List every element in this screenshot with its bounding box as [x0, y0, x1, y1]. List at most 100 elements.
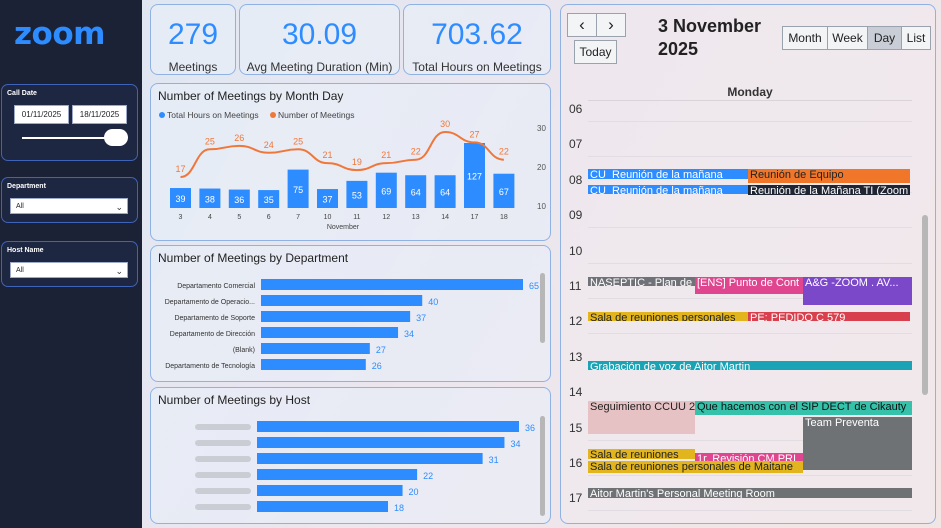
bar-hours[interactable]: [464, 143, 485, 208]
bar-hours[interactable]: [258, 190, 280, 208]
line-value-label: 22: [499, 147, 509, 157]
bar[interactable]: [261, 327, 399, 338]
date-range-handle[interactable]: [104, 129, 128, 146]
x-tick-label: 17: [471, 214, 479, 221]
x-tick-label: 14: [441, 214, 449, 221]
calendar-scrollbar[interactable]: [922, 215, 928, 395]
bar-hours[interactable]: [287, 169, 309, 208]
host-chart-panel[interactable]: Number of Meetings by Host 36 34 31 22 20 18: [150, 387, 551, 524]
calendar-event[interactable]: CU_Reunión de la mañana: [588, 185, 749, 194]
call-date-slicer: Call Date 01/11/2025 18/11/2025: [1, 84, 138, 161]
calendar-event[interactable]: Grabación de voz de Aitor Martin: [588, 361, 912, 370]
hour-label: 09: [569, 208, 583, 223]
department-label: Department: [7, 183, 46, 190]
line-value-label: 25: [205, 136, 215, 146]
view-list-button[interactable]: List: [901, 26, 931, 50]
x-tick-label: 7: [296, 214, 300, 221]
calendar-event[interactable]: Sala de reuniones personales: [588, 312, 749, 321]
hour-gridline: [588, 439, 912, 441]
bar-hours[interactable]: [375, 172, 397, 208]
bar-hours[interactable]: [434, 175, 456, 208]
line-value-label: 21: [322, 150, 332, 160]
calendar-event[interactable]: A&G -ZOOM . AV...: [803, 277, 912, 305]
bar-hours[interactable]: [405, 175, 427, 208]
calendar-event[interactable]: Sala de reuniones: [588, 449, 695, 459]
hour-gridline: [588, 227, 912, 229]
end-date-input[interactable]: 18/11/2025: [72, 105, 127, 124]
calendar-event[interactable]: PE: PEDIDO C 579: [748, 312, 910, 321]
bar[interactable]: [257, 453, 483, 464]
bar-value-label: 69: [381, 186, 391, 196]
calendar-event[interactable]: Reunión de la Mañana TI (Zoom: [748, 185, 910, 195]
calendar-event[interactable]: Reunión de Equipo: [748, 169, 910, 183]
calendar-event[interactable]: Aitor Martin's Personal Meeting Room: [588, 488, 912, 498]
x-tick-label: 18: [500, 214, 508, 221]
start-date-input[interactable]: 01/11/2025: [14, 105, 69, 124]
today-button[interactable]: Today: [574, 40, 617, 64]
call-date-label: Call Date: [7, 90, 37, 97]
bar[interactable]: [261, 359, 366, 370]
calendar-event[interactable]: Sala de reuniones personales de Maitane: [588, 461, 803, 473]
hour-label: 12: [569, 314, 583, 329]
department-dropdown[interactable]: All ⌄: [10, 198, 128, 214]
bar-value-label: 22: [423, 471, 433, 481]
bar[interactable]: [257, 469, 418, 480]
bar[interactable]: [261, 311, 411, 322]
view-week-button[interactable]: Week: [827, 26, 868, 50]
calendar-event[interactable]: Que hacemos con el SIP DECT de Cikauty: [695, 401, 912, 415]
view-day-button[interactable]: Day: [867, 26, 902, 50]
calendar-event[interactable]: Team Preventa: [803, 417, 912, 470]
legend-swatch-hours: [159, 112, 165, 118]
bar[interactable]: [257, 421, 519, 432]
category-label: Departamento de Operacio...: [165, 299, 255, 306]
kpi-total-hours[interactable]: 703.62 Total Hours on Meetings: [403, 4, 551, 75]
kpi-meetings[interactable]: 279 Meetings: [150, 4, 236, 75]
calendar-panel: ‹ › Today 3 November 2025 Month Week Day…: [560, 4, 936, 524]
calendar-event[interactable]: NASEPTIC - Plan de: [588, 277, 695, 286]
department-chart: 65 Departamento Comercial 40 Departamento d…: [165, 279, 539, 371]
host-scrollbar[interactable]: [540, 416, 545, 516]
department-chart-panel[interactable]: Number of Meetings by Department 65 Depar…: [150, 245, 551, 382]
y2-tick-label: 30: [537, 124, 546, 133]
legend-label-meetings: Number of Meetings: [278, 110, 355, 120]
bar-value-label: 64: [411, 188, 421, 198]
bar-value-label: 34: [510, 439, 520, 449]
bar[interactable]: [261, 343, 370, 354]
department-scrollbar[interactable]: [540, 273, 545, 343]
x-tick-label: 12: [382, 214, 390, 221]
redacted-host-name: [195, 488, 251, 494]
bar[interactable]: [261, 295, 423, 306]
kpi-avg-duration[interactable]: 30.09 Avg Meeting Duration (Min): [239, 4, 400, 75]
bar[interactable]: [257, 485, 403, 496]
redacted-host-name: [195, 504, 251, 510]
calendar-event[interactable]: [ENS] Punto de Cont: [695, 277, 804, 294]
calendar-event[interactable]: 1r. Revisión CM PRI: [695, 453, 803, 463]
bar[interactable]: [261, 279, 523, 290]
bar-hours[interactable]: [493, 173, 515, 208]
bar-value-label: 64: [440, 188, 450, 198]
hour-label: 15: [569, 420, 583, 435]
next-button[interactable]: ›: [596, 13, 626, 37]
prev-button[interactable]: ‹: [567, 13, 597, 37]
bar[interactable]: [257, 501, 388, 512]
month-day-chart-panel[interactable]: Number of Meetings by Month Day Total Ho…: [150, 83, 551, 241]
hour-gridline: [588, 121, 912, 122]
bar-hours[interactable]: [199, 188, 221, 208]
bar-hours[interactable]: [317, 189, 338, 208]
bar[interactable]: [257, 437, 505, 448]
calendar-date-line2: 2025: [658, 39, 699, 59]
redacted-host-name: [195, 456, 251, 462]
host-name-dropdown[interactable]: All ⌄: [10, 262, 128, 278]
line-meetings[interactable]: [180, 130, 505, 178]
bar-hours[interactable]: [346, 180, 368, 208]
date-range-track[interactable]: [22, 137, 112, 139]
bar-hours[interactable]: [228, 189, 250, 208]
calendar-event[interactable]: Seguimiento CCUU 2: [588, 401, 695, 434]
department-chart-title: Number of Meetings by Department: [158, 251, 349, 265]
calendar-event[interactable]: CU_Reunión de la mañana: [588, 169, 749, 179]
host-name-label: Host Name: [7, 247, 44, 254]
x-tick-label: 11: [353, 214, 360, 221]
y2-tick-label: 10: [537, 202, 546, 211]
bar-hours[interactable]: [170, 188, 191, 208]
view-month-button[interactable]: Month: [782, 26, 828, 50]
